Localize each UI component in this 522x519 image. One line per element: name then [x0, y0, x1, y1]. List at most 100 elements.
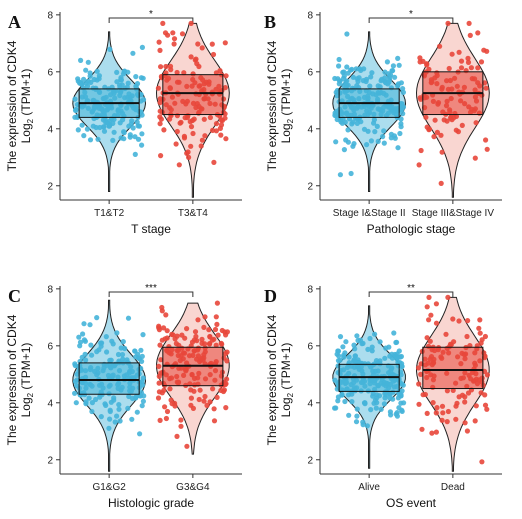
y-tick-label: 6 — [307, 67, 313, 78]
data-point — [188, 54, 194, 60]
data-point — [345, 70, 351, 76]
data-point — [336, 63, 342, 69]
data-point — [139, 142, 145, 148]
data-point — [479, 337, 485, 343]
data-point — [371, 120, 377, 126]
y-axis-subtitle: Log2 (TPM+1) — [279, 69, 295, 144]
data-point — [482, 402, 489, 408]
x-tick-label: G3&G4 — [176, 482, 210, 493]
data-point — [207, 114, 213, 121]
data-point — [159, 308, 165, 314]
y-tick-label: 2 — [307, 181, 313, 192]
data-point — [397, 130, 403, 137]
data-point — [418, 371, 424, 377]
data-point — [178, 423, 184, 429]
data-point — [85, 78, 91, 84]
data-point — [81, 133, 87, 139]
data-point — [473, 120, 479, 126]
data-point — [351, 342, 357, 348]
data-point — [213, 314, 219, 320]
data-point — [382, 355, 388, 361]
data-point — [483, 137, 489, 143]
data-point — [202, 133, 208, 139]
data-point — [72, 390, 78, 396]
data-point — [188, 387, 194, 393]
data-point — [424, 124, 430, 130]
data-point — [224, 376, 230, 382]
data-point — [222, 40, 228, 46]
data-point — [89, 408, 95, 415]
data-point — [206, 327, 212, 333]
data-point — [86, 395, 92, 401]
data-point — [342, 350, 348, 356]
data-point — [342, 119, 348, 125]
data-point — [369, 70, 375, 76]
data-point — [199, 340, 205, 346]
data-point — [365, 346, 371, 352]
significance-bracket — [108, 17, 194, 23]
data-point — [114, 413, 120, 419]
data-point — [212, 326, 219, 333]
data-point — [336, 56, 342, 63]
box-1 — [422, 346, 484, 390]
data-point — [426, 294, 432, 300]
panel-c: C 2 4 6 8 The expression of CDK4 Log2 (TPM+1) G… — [5, 283, 242, 510]
data-point — [87, 73, 93, 79]
data-point — [484, 372, 490, 378]
panel-d: D 2 4 6 8 The expression of CDK4 Log2 (TPM+1) A… — [264, 283, 502, 510]
data-point — [161, 325, 167, 331]
significance-label: * — [409, 9, 413, 20]
data-point — [375, 138, 381, 144]
y-tick-label: 8 — [307, 10, 313, 21]
data-point — [369, 348, 375, 354]
data-point — [76, 334, 82, 340]
data-point — [130, 50, 136, 56]
data-point — [77, 80, 83, 86]
data-point — [93, 396, 99, 403]
data-point — [173, 141, 179, 147]
y-tick-label: 6 — [47, 67, 53, 78]
data-point — [393, 339, 399, 346]
data-point — [134, 119, 140, 125]
data-point — [84, 126, 90, 132]
data-point — [182, 115, 188, 121]
data-point — [345, 127, 351, 133]
data-point — [389, 355, 395, 361]
data-point — [472, 418, 478, 424]
data-point — [198, 143, 204, 149]
data-point — [478, 59, 485, 65]
data-point — [89, 400, 95, 406]
data-point — [107, 408, 113, 415]
data-point — [204, 402, 210, 408]
data-point — [107, 357, 113, 363]
data-point — [349, 399, 355, 405]
data-point — [394, 410, 400, 416]
data-point — [74, 383, 80, 389]
data-point — [170, 30, 176, 36]
data-point — [340, 344, 346, 350]
x-axis-title: Pathologic stage — [367, 222, 456, 236]
data-point — [116, 406, 122, 412]
significance-label: ** — [407, 283, 415, 294]
data-point — [110, 137, 116, 143]
data-point — [377, 339, 383, 345]
data-point — [114, 69, 120, 75]
data-point — [158, 116, 164, 122]
data-point — [448, 115, 454, 121]
y-axis-subtitle: Log2 (TPM+1) — [279, 343, 295, 418]
data-point — [424, 410, 430, 416]
data-point — [346, 412, 352, 418]
data-point — [115, 351, 122, 358]
data-point — [351, 141, 357, 147]
x-tick-label: Dead — [441, 482, 465, 493]
y-tick-label: 2 — [47, 455, 53, 466]
data-point — [129, 395, 136, 401]
data-point — [430, 400, 436, 406]
data-point — [207, 341, 213, 347]
box-0 — [78, 362, 140, 395]
data-point — [184, 326, 190, 332]
data-point — [218, 132, 224, 138]
data-point — [156, 363, 162, 369]
data-point — [362, 401, 368, 407]
